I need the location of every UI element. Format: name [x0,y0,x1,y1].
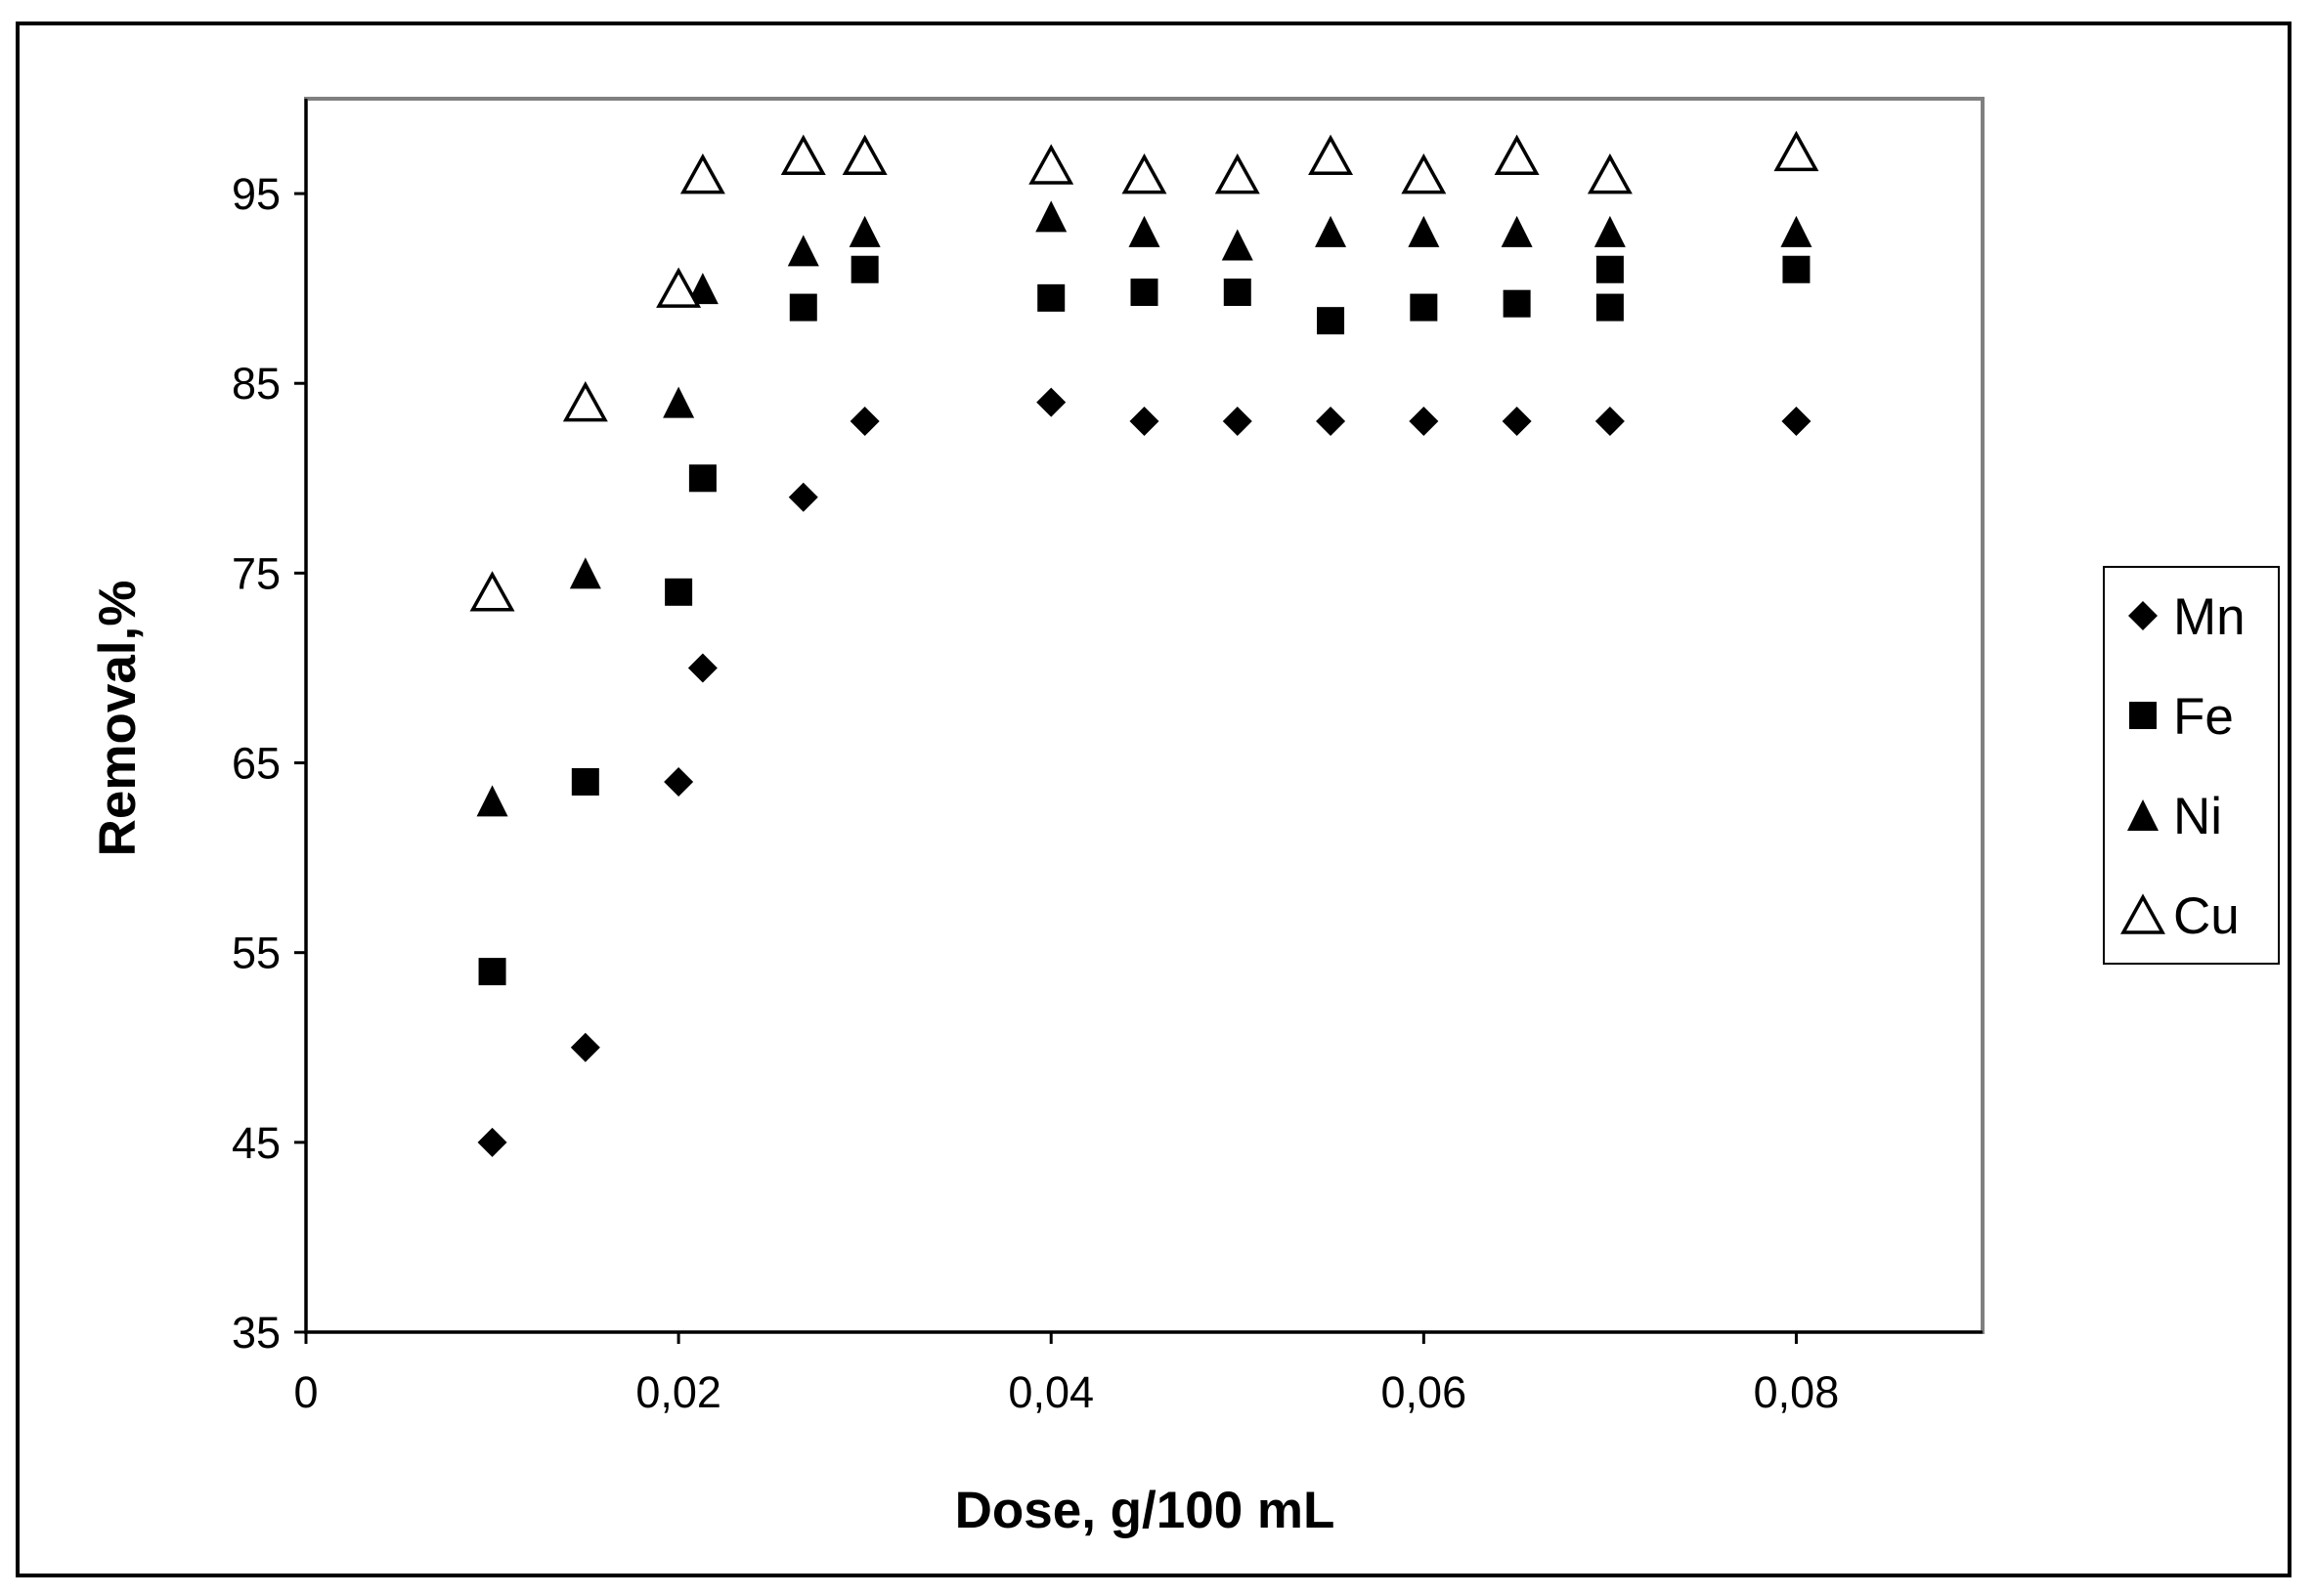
data-point-cu [1401,153,1447,194]
legend-marker-cu [2120,893,2165,934]
y-tick-label: 95 [232,169,281,219]
data-point-mn [1222,407,1252,437]
legend-marker-fe [2129,702,2157,729]
data-point-mn [1594,407,1625,437]
data-point-mn [788,482,818,512]
data-point-fe [688,464,717,493]
data-point-fe [1782,255,1811,283]
data-point-ni [849,215,881,247]
legend-label: Mn [2173,588,2246,646]
series-fe [478,255,1811,986]
data-point-mn [477,1127,507,1157]
data-point-ni [476,785,508,817]
data-point-cu [1587,153,1633,194]
data-point-mn [1409,407,1439,437]
data-point-cu [842,134,888,175]
data-point-ni [1315,215,1347,247]
data-point-ni [1221,229,1253,261]
legend-item-fe: Fe [2129,688,2234,746]
x-tick-label: 0,06 [1381,1367,1467,1417]
data-point-mn [1129,407,1159,437]
legend-label: Cu [2173,887,2240,945]
x-tick-label: 0,08 [1754,1367,1840,1417]
data-points [469,130,1819,1157]
data-point-ni [686,273,719,305]
data-point-cu [1773,130,1819,172]
series-mn [477,387,1811,1157]
data-point-mn [1781,407,1811,437]
data-point-ni [1593,215,1626,247]
data-point-fe [789,293,817,322]
data-point-mn [687,653,718,683]
x-tick-label: 0 [293,1367,318,1417]
legend: Mn Fe Ni Cu [2103,566,2280,965]
data-point-fe [1410,293,1438,322]
y-tick-label: 75 [232,548,281,598]
data-point-fe [478,958,506,986]
series-ni [476,200,1812,817]
data-point-fe [1223,279,1251,307]
data-point-ni [1501,215,1533,247]
data-point-mn [570,1032,600,1062]
data-point-cu [1214,153,1260,194]
data-point-cu [469,571,515,612]
data-point-fe [665,578,693,606]
legend-label: Ni [2173,788,2222,845]
data-point-fe [1037,283,1066,312]
data-point-cu [562,381,608,422]
data-point-mn [664,766,694,797]
x-axis-title: Dose, g/100 mL [955,1482,1335,1539]
y-tick-label: 55 [232,928,281,978]
data-point-mn [1036,387,1067,417]
data-point-cu [1494,134,1540,175]
legend-marker-ni [2127,799,2159,831]
y-axis: 35 45 55 65 75 85 95 [232,99,308,1358]
data-point-fe [1503,289,1531,318]
data-point-ni [1035,200,1068,233]
legend-item-cu: Cu [2120,887,2240,945]
data-point-ni [1408,215,1440,247]
data-point-fe [1130,279,1158,307]
data-point-cu [1028,144,1074,185]
series-cu [469,130,1819,612]
data-point-fe [571,767,599,796]
data-point-cu [656,267,702,308]
data-point-ni [1128,215,1160,247]
legend-marker-mn [2128,601,2158,630]
data-point-ni [569,557,601,589]
data-point-fe [1595,293,1624,322]
y-tick-label: 35 [232,1308,281,1358]
x-tick-label: 0,04 [1008,1367,1094,1417]
data-point-cu [1121,153,1167,194]
data-point-mn [1316,407,1346,437]
y-axis-title: Removal,% [89,581,147,857]
x-tick-label: 0,02 [635,1367,721,1417]
legend-item-mn: Mn [2128,588,2246,646]
data-point-fe [1317,307,1345,335]
legend-label: Fe [2173,688,2234,746]
data-point-mn [850,407,880,437]
y-tick-label: 85 [232,359,281,409]
legend-items: Mn Fe Ni Cu [2120,588,2246,945]
legend-box [2103,566,2280,965]
y-tick-label: 65 [232,739,281,789]
data-point-cu [1308,134,1354,175]
data-point-cu [780,134,826,175]
data-point-cu [679,153,725,194]
x-axis: 0 0,02 0,04 0,06 0,08 [293,1330,1983,1417]
data-point-ni [1780,215,1812,247]
data-point-fe [851,255,879,283]
data-point-ni [663,386,695,418]
legend-item-ni: Ni [2127,788,2222,845]
data-point-ni [787,235,819,267]
data-point-mn [1502,407,1532,437]
data-point-fe [1595,255,1624,283]
y-tick-label: 45 [232,1118,281,1168]
